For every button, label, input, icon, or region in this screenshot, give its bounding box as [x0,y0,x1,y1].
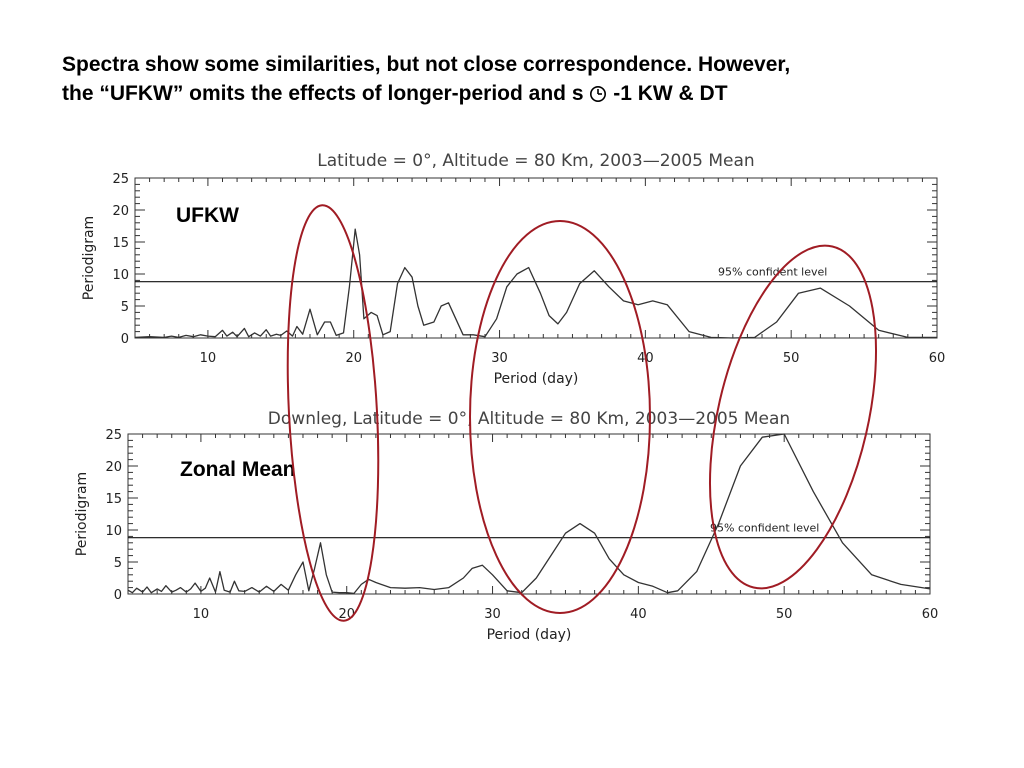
slide-heading: Spectra show some similarities, but not … [62,50,1002,108]
ellipse-50-day [708,244,878,590]
ufkw-x-tick-label: 50 [783,351,800,366]
ellipse-35-day [469,220,651,614]
ufkw-series-line [134,228,937,339]
heading-line-2: the “UFKW” omits the effects of longer-p… [62,79,1002,108]
ufkw-x-tick-label: 10 [200,351,217,366]
zonal-mean-series-line [127,433,931,595]
ufkw-x-tick-label: 30 [491,351,508,366]
ufkw-x-tick-label: 20 [345,351,362,366]
zonal-mean-chart: Downleg, Latitude = 0°, Altitude = 80 Km… [74,409,938,643]
zonal-mean-x-tick-label: 40 [630,607,647,622]
ufkw-x-tick-label: 60 [929,351,946,366]
zonal-mean-x-axis-label: Period (day) [487,627,572,643]
ufkw-y-tick-label: 25 [112,172,129,187]
zonal-mean-y-tick-label: 5 [114,556,122,571]
zonal-mean-chart-title: Downleg, Latitude = 0°, Altitude = 80 Km… [268,409,790,429]
ufkw-y-tick-label: 20 [112,204,129,219]
ufkw-y-axis-label: Periodigram [81,216,97,300]
zonal-mean-y-axis-label: Periodigram [74,472,90,556]
ufkw-panel-label: UFKW [176,204,239,227]
zonal-mean-plot-frame [127,433,931,595]
zonal-mean-x-tick-label: 30 [484,607,501,622]
zonal-mean-threshold-label: 95% confident level [710,522,819,535]
zonal-mean-y-tick-label: 20 [105,460,122,475]
ellipse-20-day [286,204,380,622]
heading-line-2-start: the “UFKW” omits the effects of longer-p… [62,82,584,105]
zonal-mean-panel-label: Zonal Mean [180,458,296,481]
zonal-mean-y-tick-label: 0 [114,588,122,603]
zonal-mean-x-tick-label: 50 [776,607,793,622]
ufkw-chart-title: Latitude = 0°, Altitude = 80 Km, 2003—20… [317,151,754,171]
zonal-mean-x-tick-label: 10 [193,607,210,622]
ufkw-y-tick-label: 15 [112,236,129,251]
zonal-mean-y-tick-label: 15 [105,492,122,507]
zonal-mean-y-tick-label: 25 [105,428,122,443]
ufkw-y-tick-label: 10 [112,268,129,283]
ufkw-plot-frame [134,177,938,339]
ufkw-chart: Latitude = 0°, Altitude = 80 Km, 2003—20… [81,151,945,387]
ufkw-x-axis-label: Period (day) [494,371,579,387]
heading-line-1: Spectra show some similarities, but not … [62,53,791,76]
zonal-mean-x-tick-label: 60 [922,607,939,622]
ufkw-y-tick-label: 5 [121,300,129,315]
heading-line-2-end: -1 KW & DT [613,82,728,105]
ufkw-y-tick-label: 0 [121,332,129,347]
clock-icon [590,86,607,102]
ufkw-threshold-label: 95% confident level [718,266,827,279]
zonal-mean-y-tick-label: 10 [105,524,122,539]
highlight-ellipses [286,204,878,622]
